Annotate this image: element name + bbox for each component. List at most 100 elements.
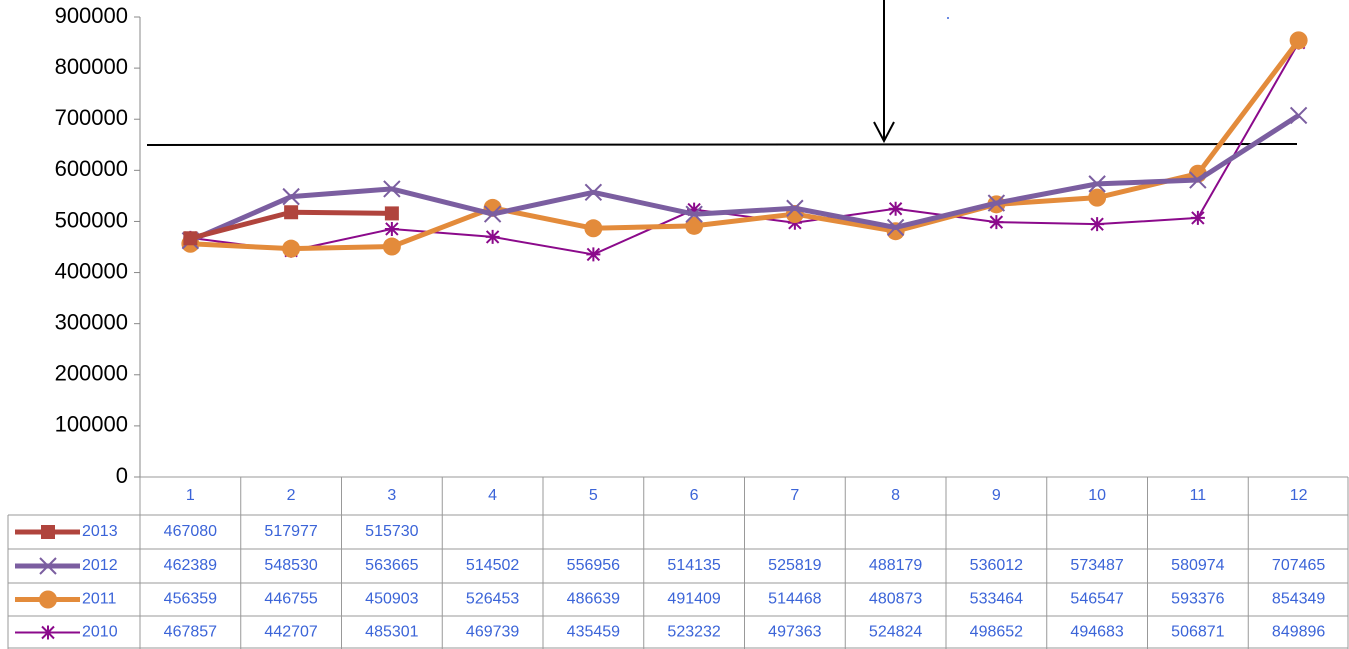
marker (382, 237, 401, 256)
table-value: 548530 (264, 557, 317, 574)
x-tick-label: 10 (1088, 487, 1106, 504)
table-value: 446755 (264, 591, 317, 608)
table-value: 514135 (667, 557, 720, 574)
table-value: 526453 (466, 591, 519, 608)
x-tick-label: 8 (891, 487, 900, 504)
table-value: 517977 (264, 523, 317, 540)
marker (584, 183, 603, 202)
marker (584, 219, 603, 238)
table-value: 494683 (1070, 624, 1123, 641)
table-value: 497363 (768, 624, 821, 641)
x-tick-label: 3 (387, 487, 396, 504)
marker (1289, 31, 1308, 50)
x-tick-label: 9 (992, 487, 1001, 504)
legend-marker (41, 625, 55, 640)
x-tick-label: 1 (186, 487, 195, 504)
table-value: 593376 (1171, 591, 1224, 608)
table-value: 533464 (970, 591, 1023, 608)
marker (282, 239, 301, 258)
table-value: 485301 (365, 624, 418, 641)
table-value: 435459 (567, 624, 620, 641)
x-tick-label: 6 (690, 487, 699, 504)
marker (886, 218, 905, 237)
marker (685, 216, 704, 235)
y-tick-label: 0 (116, 463, 128, 488)
marker (384, 221, 399, 236)
marker (687, 202, 702, 217)
legend-label: 2010 (82, 624, 118, 641)
marker (485, 229, 500, 244)
table-value: 849896 (1272, 624, 1325, 641)
x-tick-label: 5 (589, 487, 598, 504)
table-value: 707465 (1272, 557, 1325, 574)
table-value: 563665 (365, 557, 418, 574)
table-value: 524824 (869, 624, 922, 641)
series-line (190, 42, 1300, 256)
table-value: 506871 (1171, 624, 1224, 641)
legend-marker (41, 525, 55, 539)
table-value: 469739 (466, 624, 519, 641)
table-value: 515730 (365, 523, 418, 540)
arrow-head (873, 121, 895, 144)
marker (1088, 175, 1106, 193)
marker (685, 205, 703, 223)
table-value: 536012 (970, 557, 1023, 574)
series-line (190, 38, 1301, 252)
series-line (189, 113, 1300, 243)
table-value: 556956 (567, 557, 620, 574)
table-value: 467857 (164, 624, 217, 641)
y-tick-label: 300000 (55, 309, 128, 334)
y-tick-label: 900000 (55, 3, 128, 28)
table-value: 514502 (466, 557, 519, 574)
x-tick-label: 7 (790, 487, 799, 504)
marker (586, 247, 601, 262)
table-value: 514468 (768, 591, 821, 608)
marker (989, 215, 1004, 230)
legend-label: 2011 (82, 591, 117, 608)
table-value: 462389 (164, 557, 217, 574)
table-value: 467080 (164, 523, 217, 540)
table-value: 450903 (365, 591, 418, 608)
marker (483, 205, 502, 223)
legend-marker (39, 557, 57, 575)
marker (987, 194, 1006, 212)
y-tick-label: 700000 (55, 105, 128, 130)
table-value: 456359 (164, 591, 217, 608)
legend-label: 2013 (82, 523, 118, 540)
y-tick-label: 500000 (55, 207, 128, 232)
marker (786, 199, 804, 217)
marker (1190, 210, 1205, 225)
marker (1088, 188, 1107, 207)
table-value: 573487 (1070, 557, 1123, 574)
x-tick-label: 12 (1290, 487, 1308, 504)
table-value: 488179 (869, 557, 922, 574)
x-tick-label: 11 (1190, 487, 1207, 504)
y-tick-label: 100000 (55, 412, 128, 437)
table-value: 854349 (1272, 591, 1325, 608)
table-value: 546547 (1070, 591, 1123, 608)
table-value: 525819 (768, 557, 821, 574)
x-tick-label: 4 (488, 487, 497, 504)
marker (284, 205, 299, 220)
marker (1090, 217, 1105, 232)
legend-marker (39, 590, 57, 609)
x-tick-label: 2 (287, 487, 296, 504)
table-value: 498652 (970, 624, 1023, 641)
table-value: 491409 (667, 591, 720, 608)
y-tick-label: 600000 (55, 156, 128, 181)
legend-label: 2012 (82, 557, 118, 574)
marker (1289, 106, 1308, 125)
annotation-line (146, 143, 1298, 146)
y-tick-label: 200000 (55, 361, 128, 386)
table-value: 580974 (1171, 557, 1224, 574)
marker (384, 206, 399, 221)
marker (183, 231, 198, 246)
table-value: 486639 (567, 591, 620, 608)
marker (282, 187, 300, 206)
table-value: 480873 (869, 591, 922, 608)
dot (947, 17, 949, 19)
table-value: 523232 (667, 624, 720, 641)
y-tick-label: 400000 (55, 258, 128, 283)
